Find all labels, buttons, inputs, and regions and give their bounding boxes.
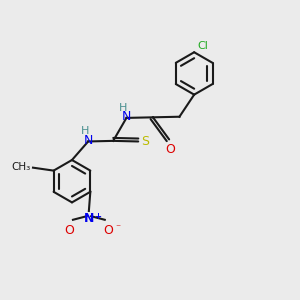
Text: H: H	[119, 103, 127, 112]
Text: S: S	[141, 135, 149, 148]
Text: ⁻: ⁻	[116, 224, 121, 234]
Text: CH₃: CH₃	[11, 162, 31, 172]
Text: O: O	[104, 224, 113, 237]
Text: O: O	[165, 143, 175, 156]
Text: +: +	[94, 212, 101, 220]
Text: H: H	[80, 126, 89, 136]
Text: N: N	[84, 212, 94, 225]
Text: N: N	[122, 110, 131, 123]
Text: O: O	[64, 224, 74, 237]
Text: Cl: Cl	[198, 41, 208, 51]
Text: N: N	[83, 134, 93, 147]
